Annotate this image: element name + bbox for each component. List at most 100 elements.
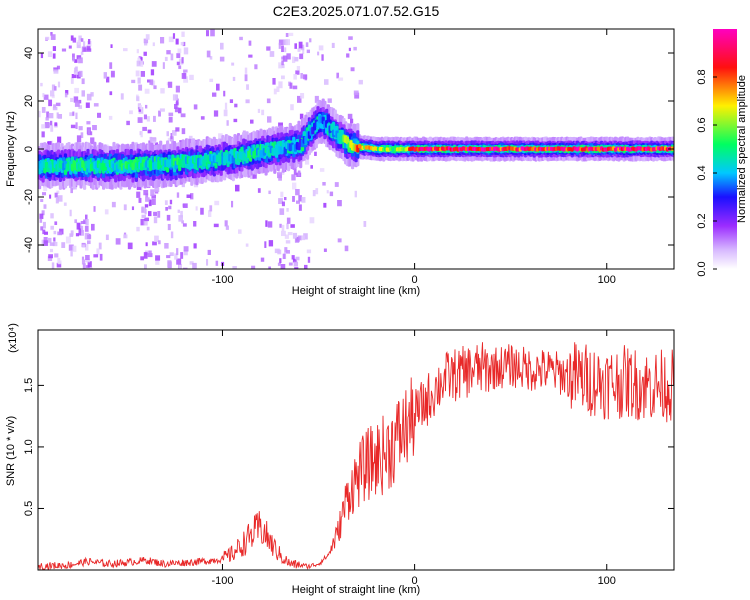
spectrogram-speckle	[234, 103, 238, 108]
spectrogram-speckle	[299, 113, 304, 120]
spectrogram-speckle	[178, 107, 182, 114]
spectrogram-speckle	[216, 83, 220, 91]
spectrogram-speckle	[232, 266, 237, 269]
spectrogram-speckle	[170, 133, 173, 140]
spectrogram-speckle	[78, 99, 82, 104]
spectrogram-speckle	[278, 39, 284, 46]
spectrogram-speckle	[76, 135, 82, 143]
spectrogram-speckle	[172, 33, 176, 39]
spectrogram-ridge-cell	[316, 121, 320, 130]
spectrogram-speckle	[151, 198, 156, 205]
spectrogram-speckle	[167, 137, 171, 141]
spectrogram-speckle	[293, 74, 297, 80]
spectrogram-speckle	[138, 107, 144, 114]
spectrogram-speckle	[298, 204, 302, 211]
spectrogram-speckle	[141, 214, 146, 219]
spectrogram-speckle	[144, 204, 149, 208]
spectrogram-speckle	[58, 114, 63, 119]
spectrogram-speckle	[56, 65, 60, 70]
spectrogram-speckle	[80, 230, 84, 236]
spectrogram-speckle	[224, 102, 228, 110]
spectrogram-speckle	[304, 264, 308, 269]
spectrogram-speckle	[73, 96, 79, 103]
spectrogram-speckle	[41, 239, 45, 246]
spectrogram-speckle	[322, 182, 326, 186]
spectrogram-speckle	[310, 165, 313, 169]
spectrogram-speckle	[99, 253, 103, 261]
spectrogram-speckle	[152, 42, 155, 47]
spectrogram-speckle	[315, 188, 319, 195]
spectrogram-speckle	[73, 70, 79, 75]
spectrogram-speckle	[162, 62, 165, 69]
spectrogram-speckle	[303, 74, 308, 80]
spectrogram-speckle	[183, 250, 188, 256]
spectrogram-speckle	[70, 124, 76, 129]
spectrogram-speckle	[306, 249, 312, 254]
spectrogram-speckle	[183, 76, 189, 83]
spectrogram-speckle	[272, 78, 276, 85]
spectrogram-speckle	[305, 42, 309, 47]
spectrogram-speckle	[97, 112, 102, 118]
spectrogram-speckle	[43, 186, 48, 192]
spectrogram-speckle	[51, 84, 56, 91]
spectrogram-speckle	[284, 197, 287, 201]
spectrogram-speckle	[177, 209, 180, 213]
spectrogram-speckle	[96, 248, 100, 255]
spectrogram-speckle	[65, 90, 69, 95]
spectrogram-speckle	[180, 210, 183, 218]
spectrogram-speckle	[189, 74, 194, 81]
spectrogram-speckle	[157, 211, 161, 218]
spectrogram-speckle	[280, 170, 285, 175]
spectrogram-speckle	[39, 218, 43, 223]
spectrogram-speckle	[298, 41, 303, 49]
snr-multiplier: (x10⁴)	[7, 323, 19, 353]
spectrogram-speckle	[363, 221, 367, 227]
spectrogram-ridge-cell	[330, 123, 334, 132]
y-tick-label: -20	[23, 189, 35, 205]
spectrogram-speckle	[279, 258, 282, 264]
spectrogram-speckle	[120, 93, 124, 100]
spectrogram-speckle	[172, 130, 177, 136]
spectrogram-speckle	[350, 118, 354, 124]
spectrogram-speckle	[174, 253, 178, 260]
y-tick-label: -40	[23, 237, 35, 253]
spectrogram-speckle	[294, 43, 298, 49]
spectrogram-speckle	[300, 93, 305, 99]
spectrogram-speckle	[136, 226, 140, 232]
spectrogram-speckle	[144, 42, 148, 46]
spectrogram-speckle	[90, 92, 94, 97]
spectrogram-speckle	[91, 223, 95, 231]
spectrogram-speckle	[57, 136, 62, 144]
spectrogram-speckle	[292, 56, 296, 64]
spectrogram-speckle	[56, 190, 60, 195]
spectrogram-speckle	[281, 224, 285, 232]
spectrogram-speckle	[86, 93, 92, 101]
spectrogram-speckle	[136, 185, 142, 191]
spectrogram-speckle	[70, 97, 75, 103]
spectrogram-speckle	[50, 213, 54, 219]
spectrogram-speckle	[48, 113, 54, 119]
spectrogram-speckle	[46, 122, 50, 127]
spectrogram-speckle	[49, 194, 52, 199]
spectrogram-speckle	[282, 55, 288, 62]
spectrogram-speckle	[318, 45, 324, 51]
spectrogram-speckle	[278, 122, 283, 127]
spectrogram-speckle	[168, 112, 174, 117]
spectrogram-speckle	[266, 46, 271, 51]
spectrogram-speckle	[291, 174, 296, 181]
spectrogram-speckle	[54, 221, 58, 226]
spectrogram-speckle	[64, 92, 68, 98]
spectrogram-speckle	[257, 108, 261, 113]
spectrogram-speckle	[57, 257, 61, 264]
spectrogram-speckle	[92, 125, 97, 131]
spectrogram-speckle	[174, 104, 178, 109]
spectrogram-speckle	[80, 132, 84, 139]
spectrogram-speckle	[264, 241, 267, 248]
spectrogram-speckle	[43, 237, 48, 244]
spectrogram-speckle	[136, 96, 140, 102]
spectrogram-speckle	[127, 242, 133, 250]
spectrogram-speckle	[209, 205, 213, 212]
colorbar	[713, 29, 737, 269]
snr-frame	[37, 329, 675, 571]
spectrogram-speckle	[181, 128, 186, 135]
